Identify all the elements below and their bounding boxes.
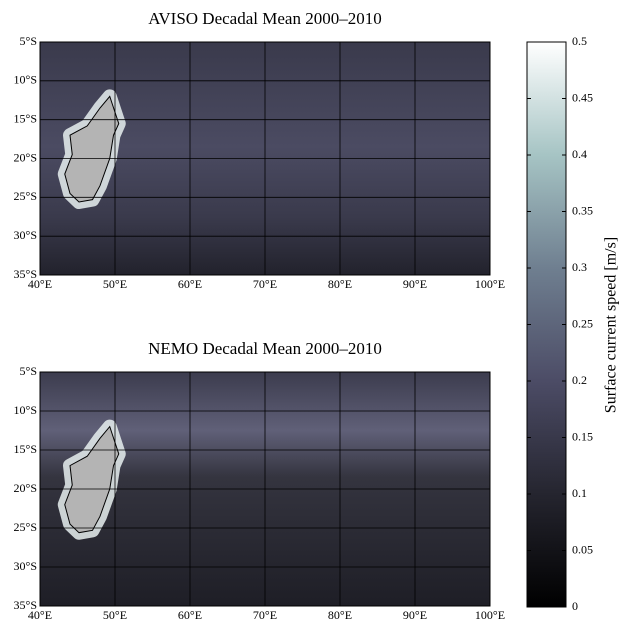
x-tick-label: 80°E bbox=[328, 608, 352, 619]
colorbar-label: Surface current speed [m/s] bbox=[603, 237, 620, 413]
colorbar-tick-label: 0.45 bbox=[572, 90, 593, 104]
map-title: AVISO Decadal Mean 2000–2010 bbox=[148, 9, 381, 28]
y-tick-label: 20°S bbox=[14, 481, 37, 495]
x-tick-label: 100°E bbox=[475, 277, 505, 291]
y-tick-label: 10°S bbox=[14, 73, 37, 87]
colorbar-tick-label: 0.35 bbox=[572, 203, 593, 217]
colorbar-tick-label: 0 bbox=[572, 599, 578, 613]
colorbar-tick-label: 0.2 bbox=[572, 373, 587, 387]
map-frame bbox=[39, 41, 491, 276]
colorbar-tick-label: 0.3 bbox=[572, 260, 587, 274]
x-tick-label: 50°E bbox=[103, 277, 127, 291]
y-tick-label: 30°S bbox=[14, 228, 37, 242]
x-tick-label: 70°E bbox=[253, 608, 277, 619]
colorbar-tick-label: 0.4 bbox=[572, 147, 587, 161]
colorbar-tick-label: 0.25 bbox=[572, 316, 593, 330]
x-tick-label: 90°E bbox=[403, 608, 427, 619]
x-tick-label: 40°E bbox=[28, 608, 52, 619]
y-tick-label: 5°S bbox=[20, 364, 37, 378]
colorbar-tick-label: 0.05 bbox=[572, 542, 593, 556]
y-tick-label: 25°S bbox=[14, 189, 37, 203]
x-tick-label: 70°E bbox=[253, 277, 277, 291]
x-tick-label: 50°E bbox=[103, 608, 127, 619]
y-tick-label: 5°S bbox=[20, 34, 37, 48]
x-tick-label: 40°E bbox=[28, 277, 52, 291]
x-tick-label: 100°E bbox=[475, 608, 505, 619]
y-tick-label: 35°S bbox=[14, 598, 37, 612]
y-tick-label: 15°S bbox=[14, 442, 37, 456]
colorbar-tick-label: 0.15 bbox=[572, 429, 593, 443]
x-tick-label: 80°E bbox=[328, 277, 352, 291]
y-tick-label: 25°S bbox=[14, 520, 37, 534]
x-tick-label: 60°E bbox=[178, 277, 202, 291]
x-tick-label: 60°E bbox=[178, 608, 202, 619]
y-tick-label: 20°S bbox=[14, 150, 37, 164]
colorbar bbox=[526, 41, 567, 608]
colorbar-tick-label: 0.5 bbox=[572, 34, 587, 48]
y-tick-label: 10°S bbox=[14, 403, 37, 417]
y-tick-label: 30°S bbox=[14, 559, 37, 573]
colorbar-tick-label: 0.1 bbox=[572, 486, 587, 500]
y-tick-label: 35°S bbox=[14, 267, 37, 281]
map-title: NEMO Decadal Mean 2000–2010 bbox=[148, 339, 382, 358]
x-tick-label: 90°E bbox=[403, 277, 427, 291]
y-tick-label: 15°S bbox=[14, 111, 37, 125]
map-frame bbox=[39, 371, 491, 607]
